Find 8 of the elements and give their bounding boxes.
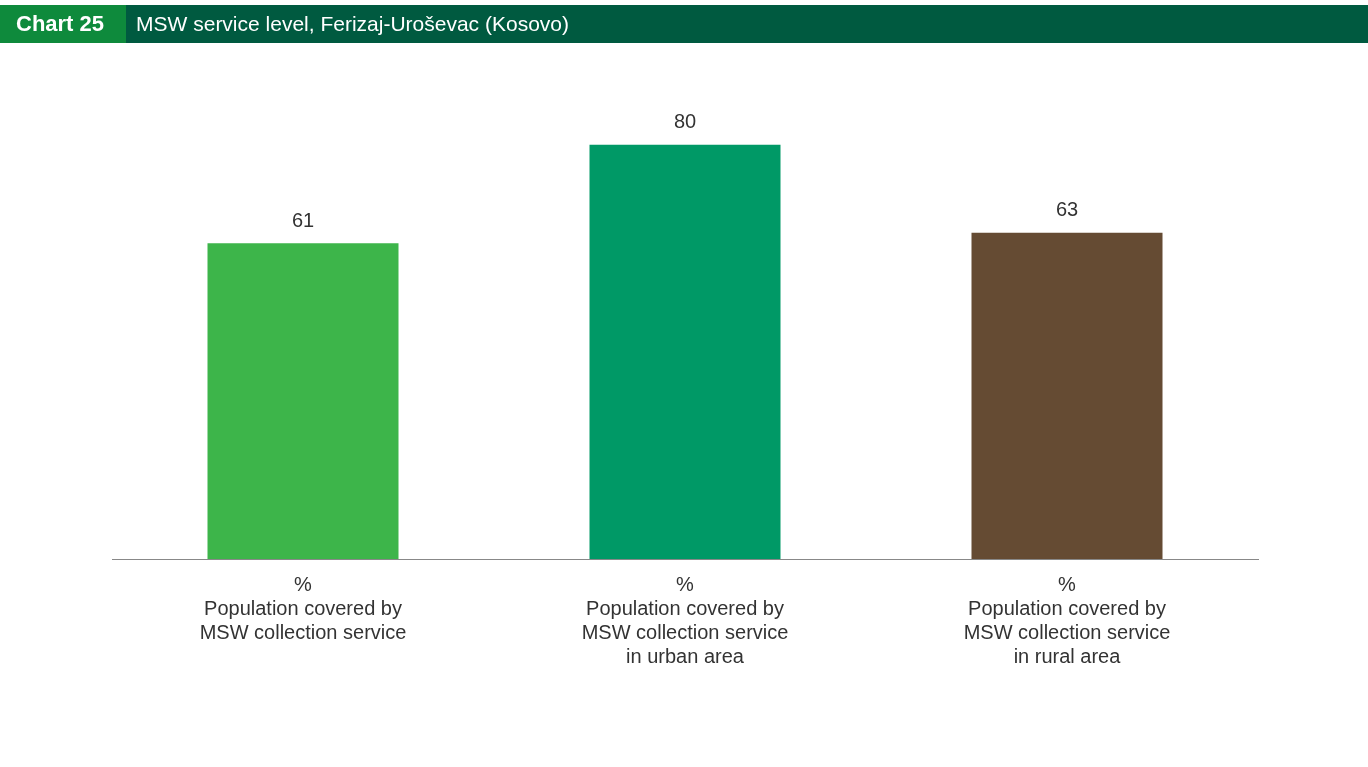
- data-label: 61: [291, 208, 315, 231]
- data-label: 63: [1055, 198, 1079, 221]
- x-tick-label: % Population covered by MSW collection service: [199, 572, 407, 643]
- x-tick-label: % Population covered by MSW collection service in urban area: [581, 572, 789, 667]
- chart-title: MSW service level, Ferizaj-Uroševac (Kosovo): [135, 11, 569, 37]
- x-tick-label: % Population covered by MSW collection service in rural area: [963, 572, 1171, 667]
- caption: Chart 25: [0, 5, 127, 43]
- data-label: 80: [673, 110, 697, 133]
